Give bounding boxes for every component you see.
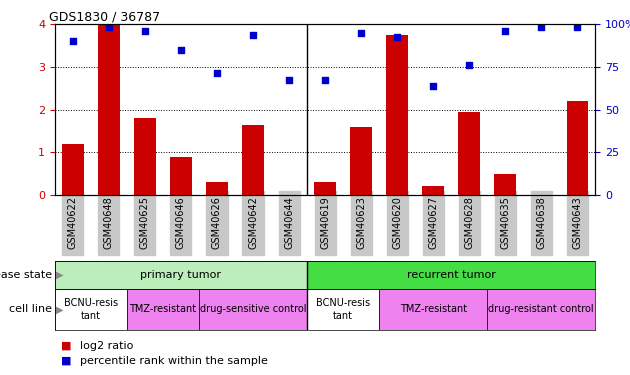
Point xyxy=(248,32,258,38)
Point xyxy=(356,30,366,36)
Point xyxy=(536,24,546,30)
Point xyxy=(500,28,510,34)
Text: percentile rank within the sample: percentile rank within the sample xyxy=(80,356,268,366)
Text: BCNU-resis
tant: BCNU-resis tant xyxy=(316,298,370,321)
Text: ■: ■ xyxy=(61,340,72,351)
Text: cell line: cell line xyxy=(9,304,52,314)
Bar xyxy=(350,127,372,195)
Text: drug-resistant control: drug-resistant control xyxy=(488,304,594,314)
Text: ▶: ▶ xyxy=(56,304,64,314)
Point xyxy=(320,77,330,83)
Text: BCNU-resis
tant: BCNU-resis tant xyxy=(64,298,118,321)
Text: TMZ-resistant: TMZ-resistant xyxy=(399,304,467,314)
Bar xyxy=(487,289,595,330)
Bar xyxy=(206,182,228,195)
Point xyxy=(284,77,294,83)
Bar xyxy=(55,289,127,330)
Bar xyxy=(170,157,192,195)
Bar xyxy=(62,144,84,195)
Bar xyxy=(307,289,379,330)
Point xyxy=(212,70,222,76)
Bar xyxy=(134,118,156,195)
Bar xyxy=(55,261,307,289)
Text: recurrent tumor: recurrent tumor xyxy=(407,270,496,280)
Text: drug-sensitive control: drug-sensitive control xyxy=(200,304,306,314)
Bar xyxy=(242,124,264,195)
Point xyxy=(68,39,78,45)
Text: ■: ■ xyxy=(61,356,72,366)
Bar xyxy=(422,186,444,195)
Text: ▶: ▶ xyxy=(56,270,64,280)
Point xyxy=(464,62,474,68)
Bar xyxy=(127,289,199,330)
Point xyxy=(140,28,150,34)
Bar xyxy=(199,289,307,330)
Text: log2 ratio: log2 ratio xyxy=(80,340,134,351)
Bar xyxy=(314,182,336,195)
Text: disease state: disease state xyxy=(0,270,52,280)
Bar xyxy=(307,261,595,289)
Point xyxy=(392,34,402,40)
Text: TMZ-resistant: TMZ-resistant xyxy=(129,304,197,314)
Bar xyxy=(98,24,120,195)
Point xyxy=(176,47,186,53)
Point xyxy=(428,83,438,89)
Point xyxy=(572,24,582,30)
Text: GDS1830 / 36787: GDS1830 / 36787 xyxy=(49,10,161,23)
Bar xyxy=(495,174,516,195)
Point xyxy=(104,24,114,30)
Text: primary tumor: primary tumor xyxy=(140,270,221,280)
Bar xyxy=(566,101,588,195)
Bar xyxy=(379,289,487,330)
Bar xyxy=(386,35,408,195)
Bar xyxy=(459,112,480,195)
